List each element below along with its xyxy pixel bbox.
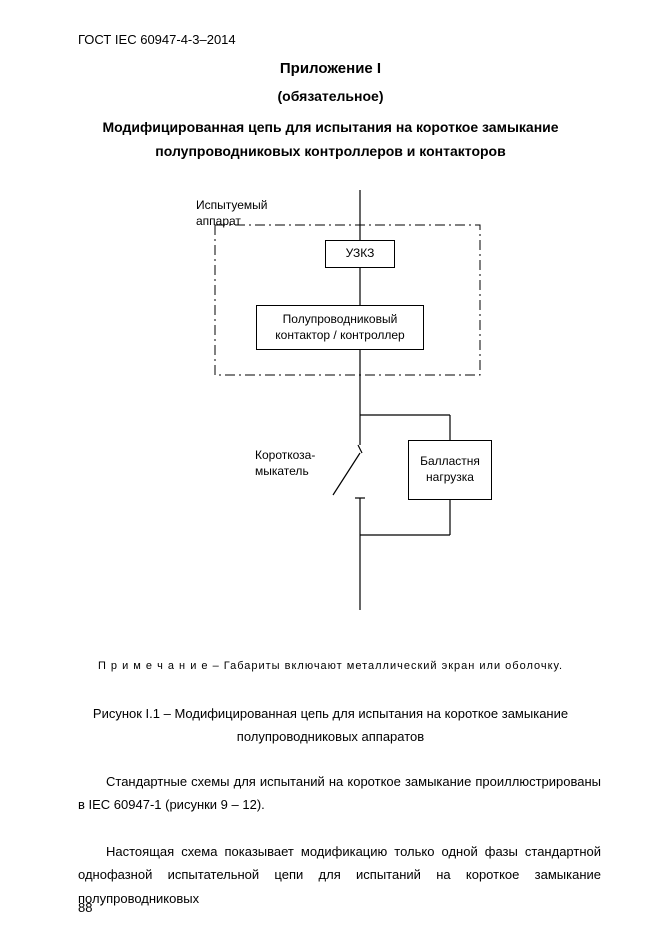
document-code: ГОСТ IEC 60947-4-3–2014 xyxy=(78,32,236,47)
load-box: Балластня нагрузка xyxy=(408,440,492,500)
main-title: Модифицированная цепь для испытания на к… xyxy=(0,116,661,164)
contactor-label: Полупроводниковый контактор / контроллер xyxy=(275,312,404,343)
body-paragraph-2: Настоящая схема показывает модификацию т… xyxy=(78,840,601,910)
appendix-title: Приложение I xyxy=(0,60,661,77)
body-paragraph-1: Стандартные схемы для испытаний на корот… xyxy=(78,770,601,817)
load-label: Балластня нагрузка xyxy=(420,454,480,485)
dut-label: Испытуемый аппарат xyxy=(196,198,268,229)
uzkz-box: УЗКЗ xyxy=(325,240,395,268)
figure-caption: Рисунок I.1 – Модифицированная цепь для … xyxy=(0,702,661,749)
circuit-diagram: Испытуемый аппарат УЗКЗ Полупроводниковы… xyxy=(0,190,661,610)
note: П р и м е ч а н и е – Габариты включают … xyxy=(0,660,661,672)
switch-label: Короткоза- мыкатель xyxy=(255,448,315,479)
page-number: 88 xyxy=(78,900,92,915)
mandatory-label: (обязательное) xyxy=(0,88,661,104)
contactor-box: Полупроводниковый контактор / контроллер xyxy=(256,305,424,350)
uzkz-label: УЗКЗ xyxy=(346,246,375,262)
